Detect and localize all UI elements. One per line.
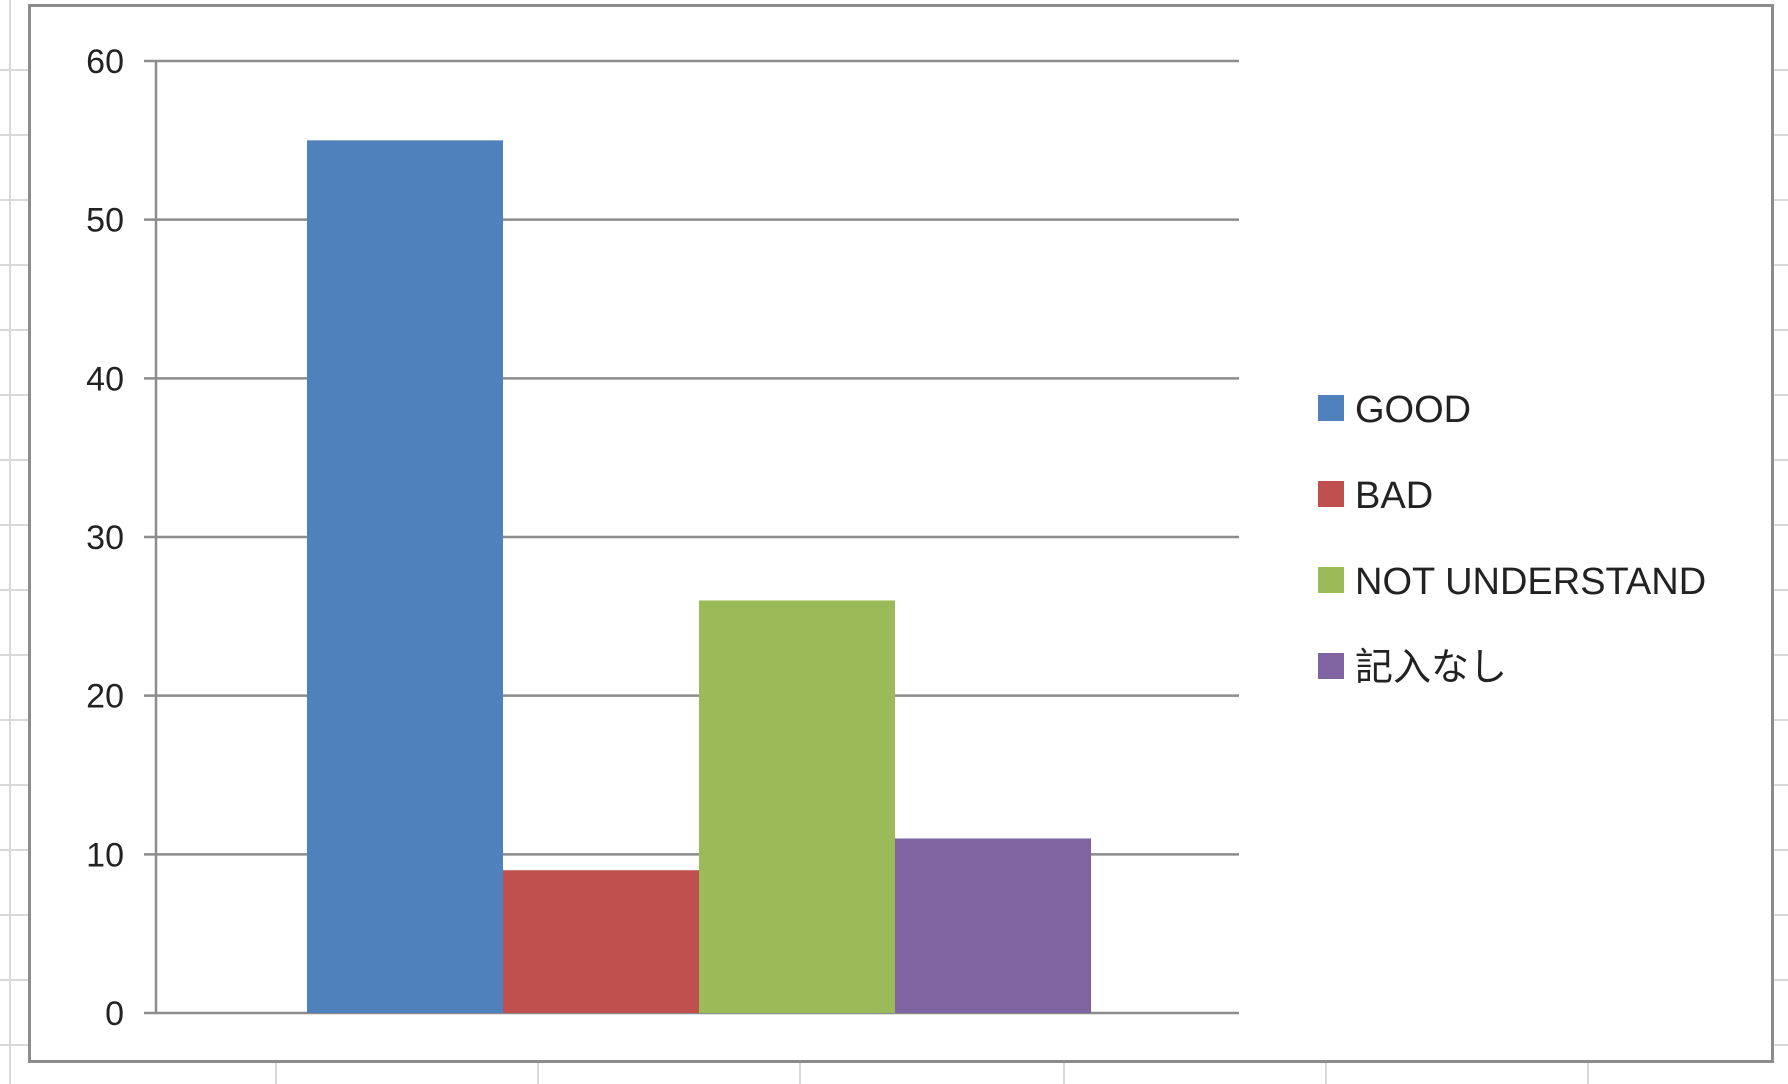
bar-not-understand[interactable] <box>699 600 895 1013</box>
legend-swatch <box>1318 653 1344 679</box>
y-tick-label: 20 <box>86 678 124 716</box>
legend-label: GOOD <box>1355 389 1471 431</box>
y-tick-label: 50 <box>86 202 124 240</box>
y-tick-label: 40 <box>86 360 124 398</box>
y-tick-label: 60 <box>86 43 124 81</box>
y-tick-label: 0 <box>105 995 124 1033</box>
chart-svg: 0 10 20 30 40 50 60 GOOD BAD NOT UNDERSTAND 記入なし <box>86 43 1706 1033</box>
y-tick-label: 30 <box>86 519 124 557</box>
legend-swatch <box>1318 567 1344 593</box>
legend-label: NOT UNDERSTAND <box>1355 561 1706 603</box>
legend-swatch <box>1318 395 1344 421</box>
bars <box>307 140 1091 1014</box>
legend-label: BAD <box>1355 475 1433 517</box>
legend-swatch <box>1318 481 1344 507</box>
y-axis-tick-labels: 0 10 20 30 40 50 60 <box>86 43 124 1033</box>
legend-label: 記入なし <box>1355 647 1507 689</box>
bar-記入なし[interactable] <box>895 838 1091 1013</box>
legend[interactable]: GOOD BAD NOT UNDERSTAND 記入なし <box>1318 389 1706 689</box>
chart-area[interactable]: 0 10 20 30 40 50 60 GOOD BAD NOT UNDERSTAND 記入なし <box>28 4 1774 1063</box>
y-tick-label: 10 <box>86 836 124 874</box>
bar-good[interactable] <box>307 140 503 1014</box>
bar-bad[interactable] <box>503 870 699 1013</box>
